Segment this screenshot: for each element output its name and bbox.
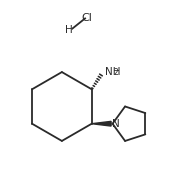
Text: H: H bbox=[65, 25, 73, 35]
Text: 2: 2 bbox=[114, 68, 119, 77]
Text: NH: NH bbox=[105, 67, 121, 77]
Text: N: N bbox=[112, 119, 119, 129]
Text: Cl: Cl bbox=[82, 13, 93, 23]
Polygon shape bbox=[92, 121, 111, 126]
